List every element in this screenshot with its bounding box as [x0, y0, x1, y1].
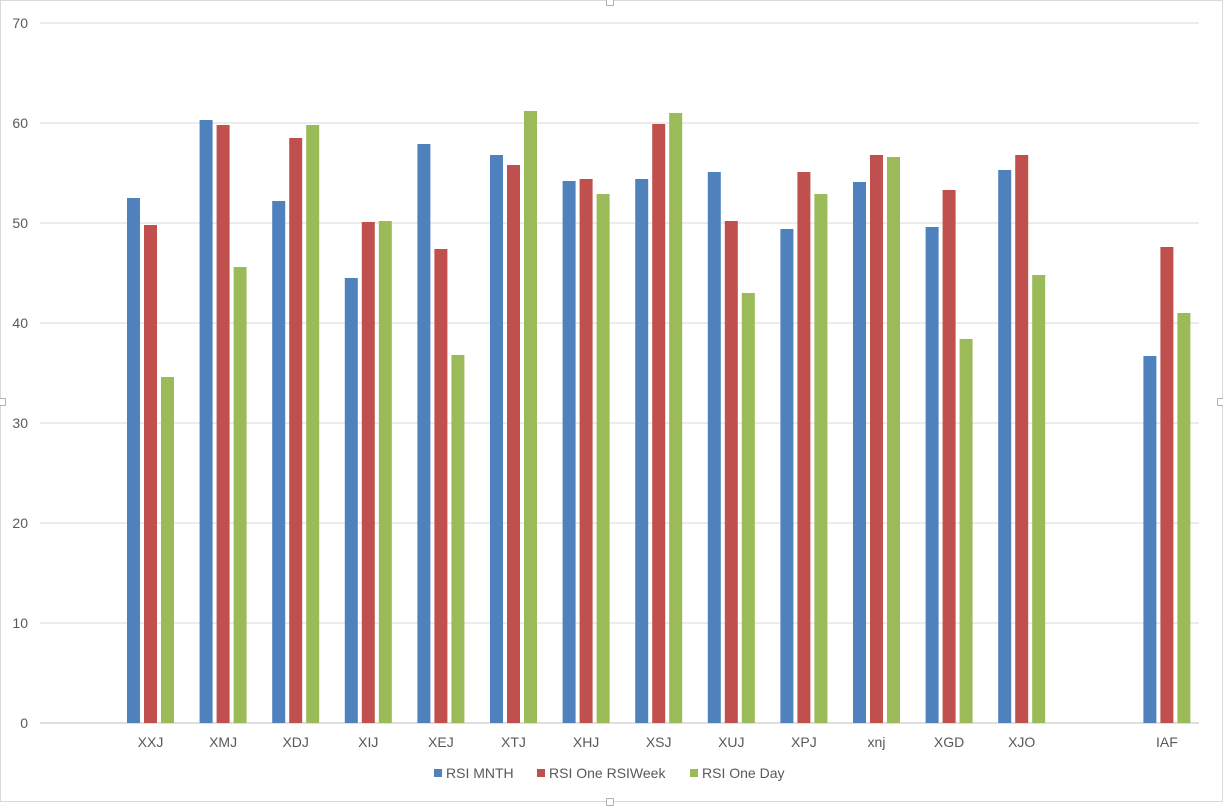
- legend-label: RSI One RSIWeek: [549, 765, 666, 781]
- resize-handle-right[interactable]: [1217, 398, 1223, 406]
- bar: [707, 172, 721, 723]
- y-tick-label: 0: [20, 715, 28, 731]
- bar: [942, 190, 956, 723]
- bar: [1160, 247, 1174, 723]
- bar: [853, 182, 866, 723]
- y-tick-label: 40: [12, 315, 28, 331]
- bar: [579, 179, 593, 723]
- bars: [127, 111, 1191, 723]
- bar: [127, 198, 140, 723]
- bar: [490, 155, 503, 723]
- bar: [161, 377, 174, 723]
- x-tick-label: IAF: [1156, 734, 1178, 750]
- x-tick-label: XTJ: [501, 734, 526, 750]
- x-tick-label: XXJ: [138, 734, 164, 750]
- y-tick-label: 50: [12, 215, 28, 231]
- bar: [925, 227, 939, 723]
- bar: [562, 181, 576, 723]
- x-tick-label: XPJ: [791, 734, 817, 750]
- bar: [344, 278, 358, 723]
- x-tick-label: XHJ: [573, 734, 599, 750]
- bar: [1032, 275, 1046, 723]
- y-tick-label: 70: [12, 15, 28, 31]
- x-tick-label: XMJ: [209, 734, 237, 750]
- legend-swatch: [690, 769, 698, 777]
- bar: [216, 125, 230, 723]
- bar: [272, 201, 286, 723]
- legend-swatch: [537, 769, 545, 777]
- bar: [780, 229, 794, 723]
- y-tick-label: 30: [12, 415, 28, 431]
- bar: [1143, 356, 1157, 723]
- bar: [451, 355, 465, 723]
- bar: [361, 222, 375, 723]
- x-tick-label: XUJ: [718, 734, 744, 750]
- x-tick-label: XJO: [1008, 734, 1035, 750]
- bar: [635, 179, 649, 723]
- x-tick-label: XEJ: [428, 734, 454, 750]
- bar: [1177, 313, 1191, 723]
- bar: [378, 221, 392, 723]
- bar: [724, 221, 738, 723]
- bar: [596, 194, 610, 723]
- bar: [233, 267, 247, 723]
- bar: [1015, 155, 1029, 723]
- legend-label: RSI One Day: [702, 765, 784, 781]
- bar: [434, 249, 448, 723]
- bar: [507, 165, 520, 723]
- bar: [797, 172, 811, 723]
- x-tick-label: XDJ: [282, 734, 308, 750]
- bar: [144, 225, 157, 723]
- legend-swatch: [434, 769, 442, 777]
- bar: [306, 125, 320, 723]
- y-axis-tick-labels: 0 10 20 30 40 50 60 70: [12, 15, 28, 731]
- bar: [814, 194, 828, 723]
- resize-handle-left[interactable]: [0, 398, 6, 406]
- x-tick-label: xnj: [868, 734, 886, 750]
- bar: [870, 155, 883, 723]
- y-tick-label: 10: [12, 615, 28, 631]
- x-tick-label: XGD: [934, 734, 964, 750]
- bar: [998, 170, 1012, 723]
- bar: [524, 111, 537, 723]
- y-tick-label: 20: [12, 515, 28, 531]
- bar: [289, 138, 303, 723]
- y-tick-label: 60: [12, 115, 28, 131]
- legend: RSI MNTH RSI One RSIWeek RSI One Day: [434, 765, 784, 781]
- bar: [887, 157, 900, 723]
- x-tick-label: XSJ: [646, 734, 672, 750]
- legend-label: RSI MNTH: [446, 765, 514, 781]
- bar: [199, 120, 213, 723]
- bar: [669, 113, 683, 723]
- bar: [417, 144, 431, 723]
- resize-handle-top[interactable]: [606, 0, 614, 6]
- x-tick-label: XIJ: [358, 734, 378, 750]
- bar: [652, 124, 666, 723]
- bar: [741, 293, 755, 723]
- x-axis-tick-labels: XXJ XMJ XDJ XIJ XEJ XTJ XHJ XSJ XUJ XPJ xnj XGD XJO I…: [138, 734, 1178, 750]
- bar: [959, 339, 973, 723]
